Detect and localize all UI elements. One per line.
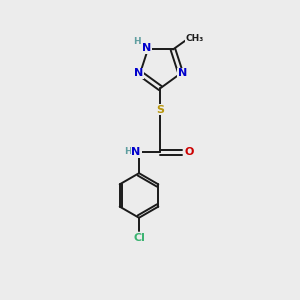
Text: Cl: Cl <box>133 233 145 243</box>
Text: N: N <box>131 147 141 158</box>
Text: O: O <box>185 147 194 158</box>
Text: N: N <box>134 68 143 78</box>
Text: H: H <box>124 147 131 156</box>
Text: N: N <box>142 43 151 53</box>
Text: H: H <box>134 37 141 46</box>
Text: N: N <box>178 68 187 78</box>
Text: CH₃: CH₃ <box>186 34 204 43</box>
Text: S: S <box>156 105 164 115</box>
